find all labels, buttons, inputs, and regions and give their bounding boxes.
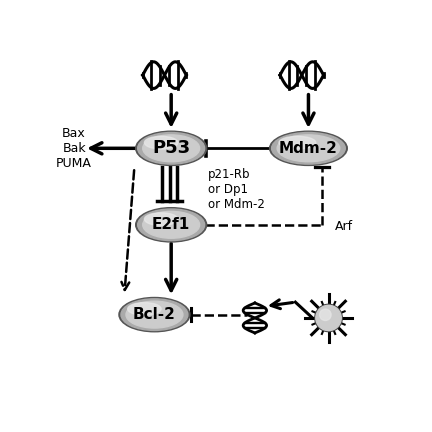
Circle shape [320,309,331,321]
Ellipse shape [119,298,190,332]
Ellipse shape [272,133,345,164]
Text: Bax
Bak
PUMA: Bax Bak PUMA [56,127,92,170]
Circle shape [316,305,341,330]
Ellipse shape [128,303,161,315]
Ellipse shape [144,213,178,226]
Ellipse shape [270,131,347,165]
Circle shape [315,304,342,332]
Ellipse shape [121,299,188,330]
Ellipse shape [277,135,340,162]
Text: Bcl-2: Bcl-2 [133,307,176,322]
Ellipse shape [279,137,316,149]
Ellipse shape [138,133,205,164]
Text: Mdm-2: Mdm-2 [279,141,338,156]
Ellipse shape [126,301,183,328]
Text: P53: P53 [152,139,190,157]
Text: Arf: Arf [335,220,353,233]
Ellipse shape [138,209,205,241]
Ellipse shape [144,137,178,149]
Text: p21-Rb
or Dp1
or Mdm-2: p21-Rb or Dp1 or Mdm-2 [208,168,265,211]
Ellipse shape [143,211,200,238]
Ellipse shape [136,208,206,242]
Ellipse shape [136,131,206,165]
Ellipse shape [143,135,200,162]
Text: E2f1: E2f1 [152,217,191,232]
